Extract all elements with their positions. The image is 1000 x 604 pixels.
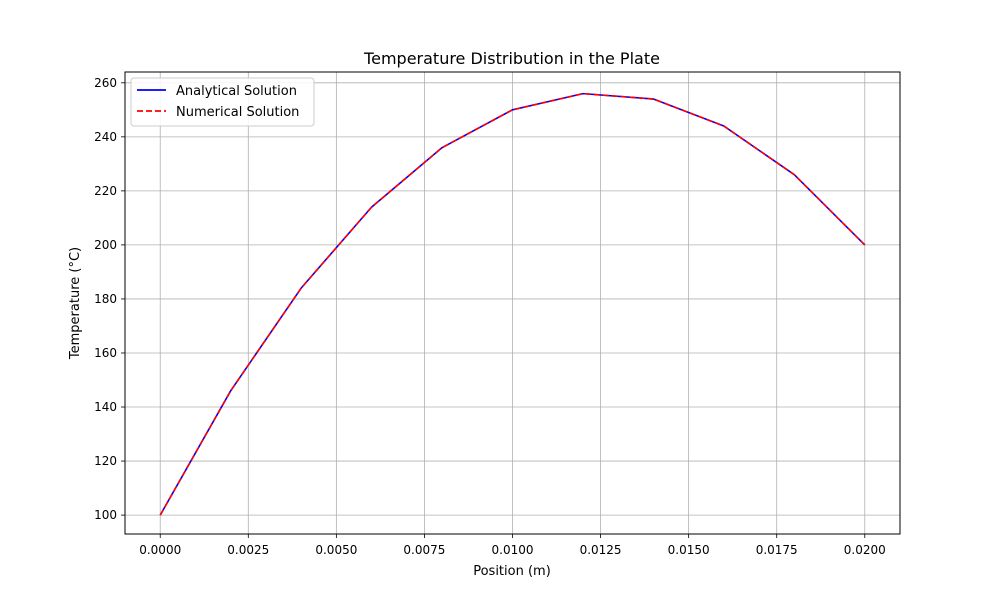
legend-label-analytical: Analytical Solution <box>176 84 297 99</box>
y-tick-label: 240 <box>94 130 117 144</box>
y-axis-label: Temperature (°C) <box>68 247 83 360</box>
grid-layer <box>125 72 900 534</box>
legend: Analytical Solution Numerical Solution <box>130 77 315 127</box>
y-axis: 100 120 140 160 180 200 220 240 260 <box>94 76 125 522</box>
chart-title: Temperature Distribution in the Plate <box>363 49 660 68</box>
y-tick-label: 100 <box>94 508 117 522</box>
x-tick-label: 0.0075 <box>403 543 445 557</box>
x-tick-label: 0.0150 <box>668 543 710 557</box>
x-tick-label: 0.0200 <box>844 543 886 557</box>
x-axis: 0.0000 0.0025 0.0050 0.0075 0.0100 0.0125 0.01… <box>139 534 886 557</box>
series-line-numerical <box>159 92 866 516</box>
y-tick-label: 180 <box>94 292 117 306</box>
x-tick-label: 0.0000 <box>139 543 181 557</box>
legend-box <box>130 77 315 127</box>
x-tick-label: 0.0125 <box>580 543 622 557</box>
x-tick-label: 0.0175 <box>756 543 798 557</box>
x-tick-label: 0.0025 <box>227 543 269 557</box>
legend-label-numerical: Numerical Solution <box>176 105 299 120</box>
x-tick-label: 0.0050 <box>315 543 357 557</box>
y-tick-label: 140 <box>94 400 117 414</box>
x-tick-label: 0.0100 <box>492 543 534 557</box>
y-tick-label: 120 <box>94 454 117 468</box>
y-tick-label: 220 <box>94 184 117 198</box>
series-layer <box>159 92 866 516</box>
y-tick-label: 200 <box>94 238 117 252</box>
y-tick-label: 160 <box>94 346 117 360</box>
y-tick-label: 260 <box>94 76 117 90</box>
x-axis-label: Position (m) <box>473 564 551 579</box>
